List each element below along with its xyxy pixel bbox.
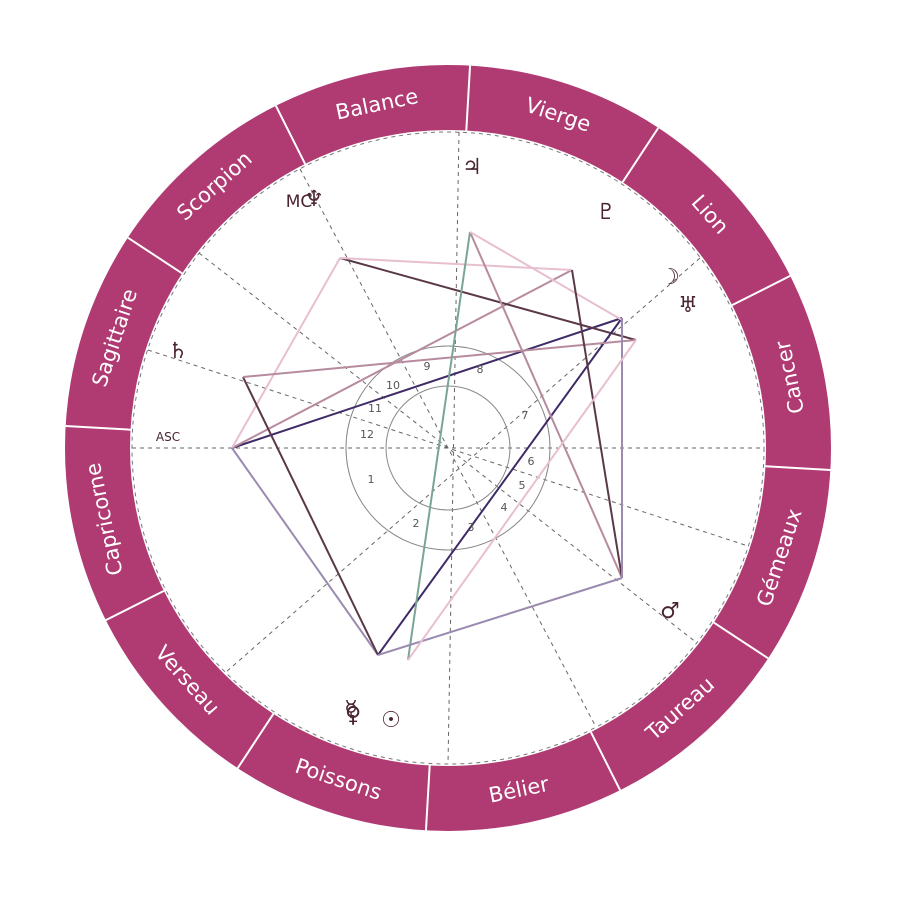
sign-divider [236,713,275,769]
house-number: 8 [477,363,484,376]
aspect-lines [231,231,637,661]
planet: ☿ [344,697,358,722]
sign-divider [275,105,307,165]
planet: ♂ [660,599,680,624]
sign-divider [465,65,472,131]
house-number: 9 [424,360,431,373]
house-number: 11 [368,402,382,415]
house-number: 4 [501,501,508,514]
house-number: 6 [528,455,535,468]
house-number: 5 [519,479,526,492]
asc-label: ASC [156,430,180,444]
sign-divider [105,589,165,621]
zodiac-ring: ViergeLionCancerGémeauxTaureauBélierPois… [65,65,831,831]
sign-divider [621,127,660,183]
planet: ♅ [678,293,698,318]
planet: ♄ [168,339,188,364]
house-number: 1 [368,473,375,486]
sign-divider [765,465,831,472]
house-number: 12 [360,428,374,441]
sign-divider [65,424,131,431]
house-number: 3 [468,521,475,534]
house-number: 2 [413,517,420,530]
planet: ♀ [345,703,361,728]
house-number: 10 [386,379,400,392]
planet: ♃ [462,155,482,180]
sign-divider [424,765,431,831]
house-ring-outer [345,345,551,551]
house-numbers: 1 2 3 4 5 6 7 8 9 10 11 12 [360,360,535,534]
planets: ♃ ♆ ♇ ☽ ♅ ♄ ♂ ☿ ♀ ☉ [168,155,698,733]
sign-divider [589,731,621,791]
sign-divider [713,621,769,660]
sign-divider [127,236,183,275]
house-cusps [132,131,764,765]
mc-label: MC [286,192,313,212]
planet: ♇ [596,200,616,225]
planet: ☉ [381,708,401,733]
planet: ♆ [304,187,324,212]
ring-band [65,65,831,831]
planet: ☽ [660,265,680,290]
sign-divider [731,275,791,307]
house-number: 7 [522,409,529,422]
